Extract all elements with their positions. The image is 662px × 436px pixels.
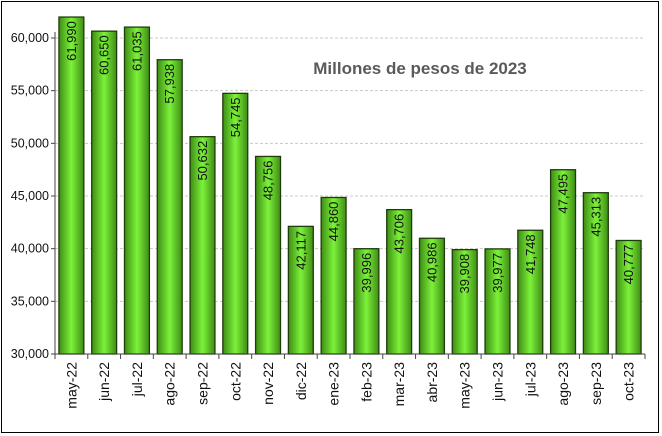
bar-value-label: 42,117 [293,231,308,270]
x-tick-label: jul-23 [522,362,538,397]
bar [123,26,151,355]
bar-value-label: 60,650 [97,35,112,75]
bar-value-label: 43,706 [392,214,407,254]
bar [156,59,183,355]
bar [549,169,577,355]
bar-value-label: 61,990 [64,21,79,61]
bar-value-label: 54,745 [228,97,243,137]
chart-title: Millones de pesos de 2023 [313,59,527,78]
x-tick-label: mar-23 [391,362,407,407]
x-tick-label: nov-22 [260,362,276,405]
bar [451,248,478,355]
gridlines [55,37,645,302]
bar [484,248,511,355]
bar-value-label: 57,938 [162,64,177,104]
bar [582,192,609,355]
x-tick-label: feb-23 [358,362,374,402]
bars: 61,990 60,650 61,035 57,938 50,632 54,745 48,7… [58,16,642,355]
x-tick-label: may-22 [63,362,79,409]
y-tick-label: 40,000 [11,242,49,256]
y-tick-label: 50,000 [11,136,49,150]
bar [320,196,347,355]
bar-value-label: 44,860 [326,202,341,242]
bar [58,16,85,355]
x-tick-label: ene-23 [326,362,342,406]
x-tick-label: sep-23 [588,362,604,405]
bar [287,225,314,355]
bar-value-label: 40,986 [424,242,439,282]
x-tick-label: dic-22 [293,362,309,400]
x-axis: may-22 jun-22 jul-22 ago-22 sep-22 oct-22 nov-… [54,353,646,409]
x-tick-label: jul-22 [129,362,145,397]
x-tick-label: abr-23 [424,362,440,403]
bar-value-label: 41,748 [523,234,538,274]
bar-value-label: 40,777 [621,245,636,285]
bar [254,155,282,355]
bar-value-label: 61,035 [129,31,144,71]
bar [91,30,118,355]
y-axis: 30,000 35,000 40,000 45,000 50,000 55,000 60,0… [11,31,56,361]
bar-value-label: 39,977 [490,253,505,293]
y-tick-label: 55,000 [11,84,49,98]
bar-value-label: 50,632 [195,141,210,181]
y-tick-label: 35,000 [11,294,49,308]
x-tick-label: oct-23 [621,362,637,401]
x-tick-label: ago-23 [555,362,571,406]
x-tick-label: jun-22 [96,362,112,402]
y-tick-label: 60,000 [11,31,49,45]
y-tick-label: 45,000 [11,189,49,203]
bar [418,237,446,355]
y-tick-label: 30,000 [11,347,49,361]
x-tick-label: jun-23 [490,362,506,402]
bar-value-label: 45,313 [588,197,603,237]
bar-value-label: 39,996 [359,253,374,293]
x-tick-label: may-23 [457,362,473,409]
bar [386,208,413,355]
x-tick-label: ago-22 [162,362,178,406]
bar-value-label: 39,908 [457,254,472,294]
x-tick-label: oct-22 [227,362,243,401]
bar-value-label: 48,756 [261,161,276,201]
x-tick-label: sep-22 [195,362,211,405]
bar-value-label: 47,495 [556,174,571,214]
